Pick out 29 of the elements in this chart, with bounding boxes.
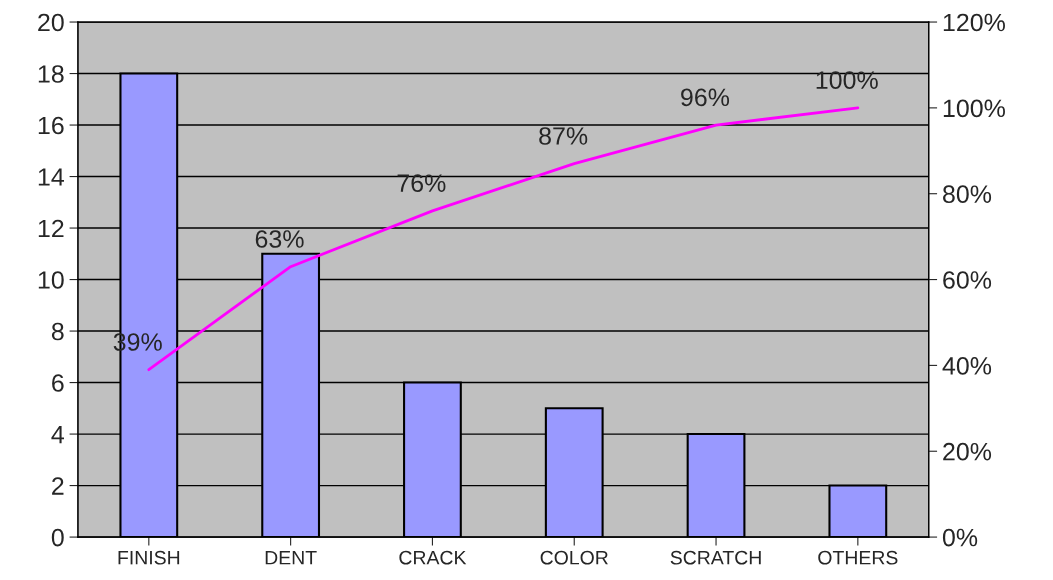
x-tick-label: FINISH (118, 550, 180, 565)
y2-tick-label: 80% (943, 185, 992, 204)
y-tick-label: 12 (38, 219, 64, 238)
y-tick-label: 20 (38, 13, 64, 32)
y2-tick-label: 40% (942, 357, 992, 375)
y-tick-label: 2 (52, 477, 64, 495)
data-label: 100% (816, 71, 878, 90)
y-tick-label: 8 (51, 322, 64, 341)
y2-tick-label: 60% (943, 271, 992, 289)
y-tick-label: 10 (38, 271, 64, 289)
x-tick-label: CRACK (399, 550, 467, 565)
x-tick-label: OTHERS (818, 550, 898, 565)
x-tick-label: COLOR (540, 550, 608, 565)
data-label: 63% (255, 230, 304, 248)
data-label: 87% (539, 127, 588, 145)
data-label: 76% (397, 174, 446, 193)
y-tick-label: 0 (51, 528, 64, 547)
y-tick-label: 4 (51, 425, 64, 444)
y2-tick-label: 0% (942, 528, 978, 547)
y-tick-label: 14 (38, 168, 64, 186)
y2-tick-label: 20% (943, 442, 992, 461)
y2-tick-label: 100% (943, 99, 1005, 118)
x-tick-label: DENT (265, 550, 317, 565)
data-label: 96% (681, 88, 730, 107)
y-tick-label: 6 (52, 374, 64, 392)
y-tick-label: 16 (38, 116, 64, 135)
y-tick-label: 18 (38, 65, 64, 83)
y2-tick-label: 120% (943, 13, 1005, 32)
x-tick-label: SCRATCH (670, 550, 761, 565)
